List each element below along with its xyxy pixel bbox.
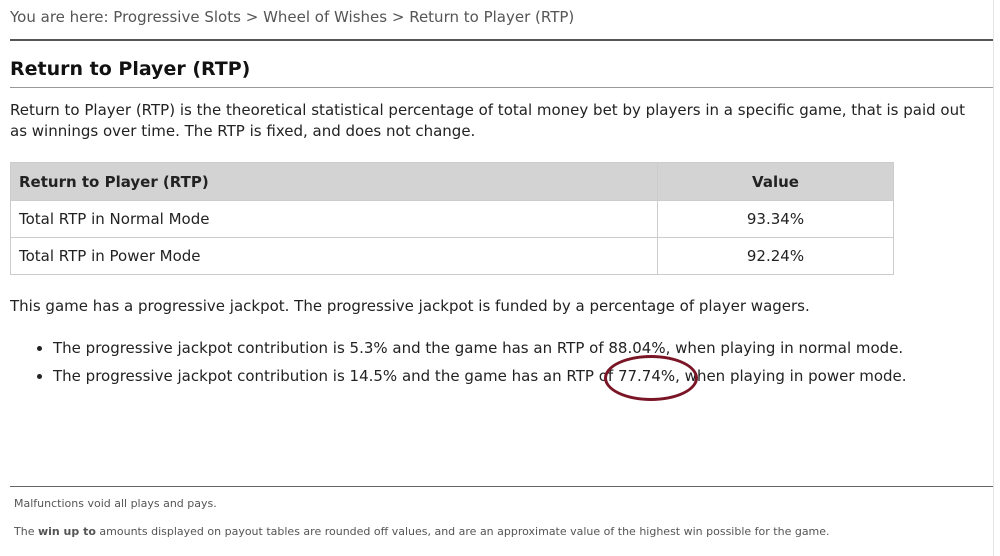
jackpot-paragraph: This game has a progressive jackpot. The…	[10, 297, 810, 315]
bullet: The progressive jackpot contribution is …	[53, 355, 988, 401]
cell: 92.24%	[657, 237, 894, 275]
highlighted-value: 77.74%	[603, 355, 698, 401]
footer-bold: win up to	[37, 525, 96, 538]
breadcrumb-link[interactable]: Wheel of Wishes	[263, 8, 388, 26]
breadcrumb: You are here: Progressive Slots > Wheel …	[10, 8, 574, 26]
header-cell: Return to Player (RTP)	[10, 162, 658, 201]
breadcrumb-current: Return to Player (RTP)	[409, 8, 575, 26]
footer-note: Malfunctions void all plays and pays.	[14, 497, 217, 510]
section-heading: Return to Player (RTP)	[10, 58, 251, 80]
breadcrumb-label: You are here:	[10, 8, 109, 26]
intro-paragraph: Return to Player (RTP) is the theoretica…	[10, 101, 965, 140]
cell: Total RTP in Power Mode	[10, 237, 658, 275]
divider	[10, 39, 993, 41]
bullet-text: , when playing in power mode.	[675, 367, 907, 385]
breadcrumb-separator: >	[391, 8, 405, 26]
table-header: Return to Player (RTP) Value	[10, 162, 894, 201]
breadcrumb-link[interactable]: Progressive Slots	[113, 8, 241, 26]
bullet-text: The progressive jackpot contribution is …	[53, 339, 904, 357]
divider	[10, 87, 993, 88]
footer-text: The	[14, 525, 38, 538]
breadcrumb-separator: >	[245, 8, 259, 26]
page-edge	[993, 0, 994, 556]
bullet-list: The progressive jackpot contribution is …	[10, 338, 988, 401]
header-cell: Value	[657, 162, 894, 201]
divider	[10, 486, 993, 487]
rtp-table: Return to Player (RTP) Value Total RTP i…	[10, 162, 894, 275]
highlight-circle	[603, 355, 698, 401]
bullet-text: The progressive jackpot contribution is …	[53, 367, 618, 385]
cell: Total RTP in Normal Mode	[10, 200, 658, 238]
bullet: The progressive jackpot contribution is …	[53, 338, 988, 359]
cell: 93.34%	[657, 200, 894, 238]
footer-note: The win up to amounts displayed on payou…	[14, 525, 830, 538]
table-row: Total RTP in Power Mode 92.24%	[10, 237, 894, 275]
footer-text: amounts displayed on payout tables are r…	[95, 525, 830, 538]
table-row: Total RTP in Normal Mode 93.34%	[10, 200, 894, 238]
